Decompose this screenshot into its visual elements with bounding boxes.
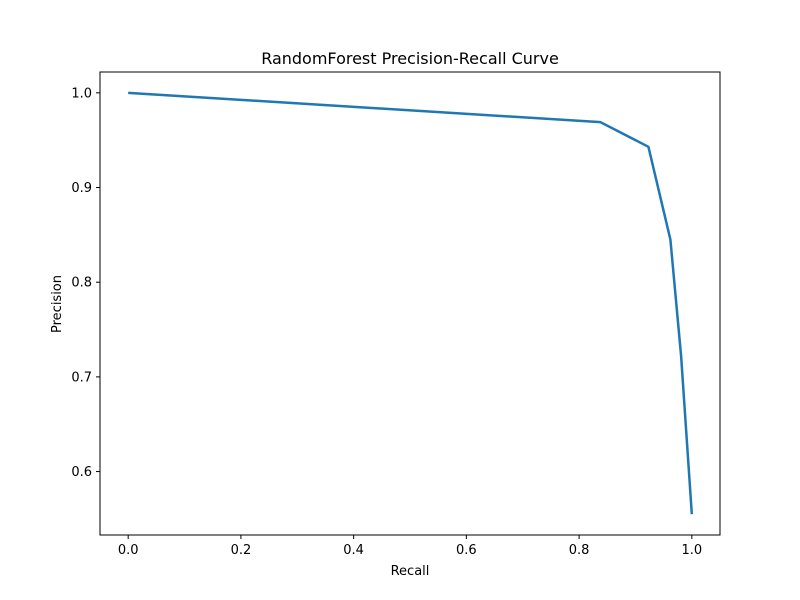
x-tick-label: 0.0 bbox=[118, 543, 139, 558]
y-axis-title: Precision bbox=[50, 275, 65, 333]
x-tick-label: 0.6 bbox=[456, 543, 477, 558]
x-tick-label: 0.2 bbox=[231, 543, 252, 558]
x-tick-label: 1.0 bbox=[681, 543, 702, 558]
plot-frame bbox=[99, 71, 721, 536]
x-tick-label: 0.4 bbox=[343, 543, 364, 558]
chart-title: RandomForest Precision-Recall Curve bbox=[261, 49, 559, 68]
y-axis: 0.6 0.7 0.8 0.9 1.0 bbox=[71, 86, 100, 480]
y-tick-label: 0.9 bbox=[71, 181, 92, 196]
x-tick-label: 0.8 bbox=[569, 543, 590, 558]
y-tick-label: 0.8 bbox=[71, 276, 92, 291]
y-tick-label: 1.0 bbox=[71, 86, 92, 101]
series-layer bbox=[128, 91, 694, 515]
x-axis: 0.0 0.2 0.4 0.6 0.8 1.0 bbox=[118, 535, 702, 558]
precision-recall-line bbox=[128, 91, 694, 515]
x-axis-title: Recall bbox=[391, 564, 430, 579]
y-tick-label: 0.6 bbox=[71, 465, 92, 480]
y-tick-label: 0.7 bbox=[71, 370, 92, 385]
